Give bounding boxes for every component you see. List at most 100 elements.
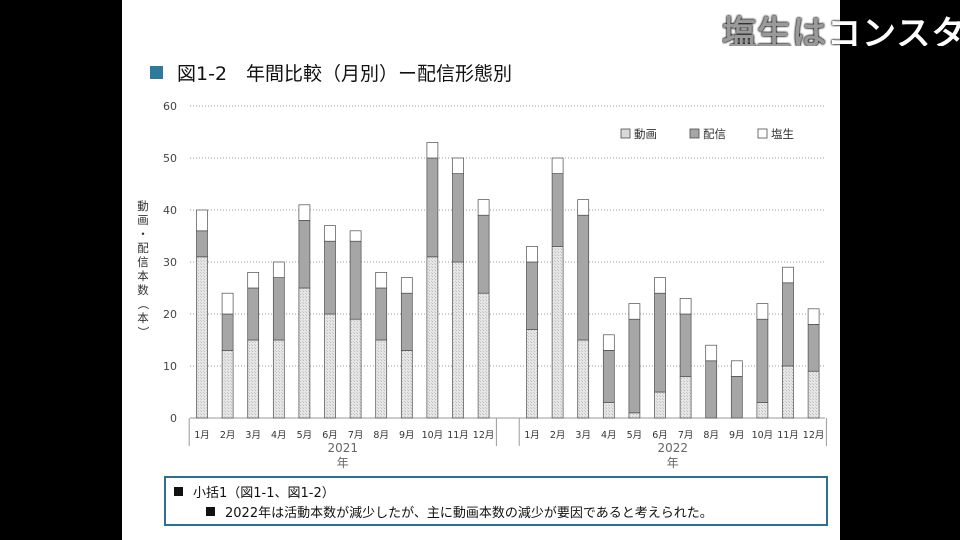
bar-segment-塩生 xyxy=(679,298,692,315)
summary-line-2-text: 2022年は活動本数が減少したが、主に動画本数の減少が要因であると考えられた。 xyxy=(225,506,713,521)
bar-segment-配信 xyxy=(705,360,718,419)
group-label-suffix: 年 xyxy=(667,456,679,470)
x-tick-label: 8月 xyxy=(373,430,389,441)
legend-label: 塩生 xyxy=(771,127,794,141)
x-tick-label: 11月 xyxy=(777,430,799,441)
bar-segment-動画 xyxy=(196,256,208,419)
x-tick-label: 7月 xyxy=(678,430,694,441)
bar-segment-塩生 xyxy=(247,272,260,289)
bar-segment-動画 xyxy=(324,313,336,419)
bar-segment-動画 xyxy=(628,412,641,419)
bar-segment-塩生 xyxy=(756,303,769,320)
bar-segment-塩生 xyxy=(577,199,590,216)
bar-segment-配信 xyxy=(526,261,538,330)
x-tick-label: 5月 xyxy=(627,430,643,441)
bar-segment-塩生 xyxy=(526,246,538,263)
bar-segment-動画 xyxy=(577,339,590,419)
x-tick-label: 9月 xyxy=(729,430,745,441)
summary-line-1: 小括1（図1-1、図1-2） xyxy=(174,482,335,501)
y-tick-label: 20 xyxy=(163,308,177,321)
bar-segment-動画 xyxy=(477,292,490,419)
bar-segment-動画 xyxy=(298,287,311,419)
y-tick-label: 0 xyxy=(170,412,177,425)
bar-segment-塩生 xyxy=(705,344,718,362)
bar-segment-配信 xyxy=(477,214,490,294)
bar-segment-配信 xyxy=(452,173,464,263)
bar-segment-配信 xyxy=(756,318,769,403)
x-tick-label: 12月 xyxy=(473,430,495,441)
bar-segment-配信 xyxy=(221,313,234,351)
bar-segment-動画 xyxy=(400,350,413,419)
y-axis-label-char: 信 xyxy=(137,255,149,269)
bar-segment-動画 xyxy=(272,339,285,419)
y-axis-label-char: 数 xyxy=(137,283,149,297)
bar-segment-動画 xyxy=(679,376,692,419)
bar-segment-配信 xyxy=(577,214,590,341)
overlay-caption-rest: コンスタ xyxy=(827,14,960,46)
bar-segment-動画 xyxy=(452,261,464,419)
x-tick-label: 7月 xyxy=(348,430,364,441)
group-label: 2021 xyxy=(328,441,359,455)
group-label-suffix: 年 xyxy=(337,456,349,470)
bar-segment-配信 xyxy=(298,220,311,289)
bar-segment-塩生 xyxy=(298,204,311,221)
y-axis-label-char: ） xyxy=(136,326,150,338)
y-axis-label-char: 本 xyxy=(137,311,149,325)
x-tick-label: 4月 xyxy=(601,430,617,441)
bar-segment-配信 xyxy=(628,318,641,414)
bar-segment-塩生 xyxy=(628,303,641,320)
bar-segment-塩生 xyxy=(221,292,234,315)
y-tick-label: 40 xyxy=(163,204,177,217)
bar-segment-塩生 xyxy=(782,266,794,284)
bar-segment-動画 xyxy=(247,339,260,419)
legend-label: 配信 xyxy=(703,127,726,141)
x-tick-label: 4月 xyxy=(271,430,287,441)
overlay-caption-dim: 塩生は xyxy=(722,14,827,46)
bar-segment-塩生 xyxy=(196,209,208,232)
bar-segment-配信 xyxy=(375,287,388,341)
bar-segment-塩生 xyxy=(551,157,564,174)
bar-segment-塩生 xyxy=(452,157,464,174)
y-tick-label: 60 xyxy=(163,100,177,113)
x-tick-label: 6月 xyxy=(652,430,668,441)
bar-segment-動画 xyxy=(349,318,362,419)
bar-segment-配信 xyxy=(654,292,666,393)
legend-swatch xyxy=(620,128,631,139)
y-axis-label-char: ・ xyxy=(137,227,149,241)
y-axis-label-char: 動 xyxy=(137,199,149,213)
bar-segment-塩生 xyxy=(654,277,666,294)
summary-line-1-text: 小括1（図1-1、図1-2） xyxy=(193,486,335,501)
x-tick-label: 12月 xyxy=(803,430,825,441)
bar-segment-配信 xyxy=(782,282,794,367)
x-tick-label: 10月 xyxy=(752,430,774,441)
bullet-square-icon xyxy=(206,507,215,516)
y-tick-label: 10 xyxy=(163,360,177,373)
bar-segment-塩生 xyxy=(602,334,615,351)
summary-box: 小括1（図1-1、図1-2） 2022年は活動本数が減少したが、主に動画本数の減… xyxy=(164,476,828,526)
x-tick-label: 11月 xyxy=(447,430,469,441)
bar-segment-動画 xyxy=(654,391,666,419)
x-tick-label: 10月 xyxy=(422,430,444,441)
bar-segment-動画 xyxy=(526,329,538,419)
x-tick-label: 3月 xyxy=(245,430,261,441)
bar-segment-動画 xyxy=(756,402,769,419)
y-axis-label-char: 画 xyxy=(137,213,149,227)
x-tick-label: 2月 xyxy=(550,430,566,441)
x-tick-label: 8月 xyxy=(703,430,719,441)
y-tick-label: 30 xyxy=(163,256,177,269)
bar-segment-塩生 xyxy=(730,360,743,377)
bar-segment-配信 xyxy=(426,157,439,258)
bar-segment-配信 xyxy=(602,350,615,403)
y-axis-label-char: （ xyxy=(136,298,150,310)
bar-segment-配信 xyxy=(247,287,260,341)
overlay-caption: 塩生はコンスタ xyxy=(722,6,960,46)
heading-text: 図1-2 年間比較（月別）ー配信形態別 xyxy=(177,62,513,85)
bar-segment-動画 xyxy=(551,246,564,419)
y-axis-label-char: 配 xyxy=(137,241,149,255)
bar-segment-配信 xyxy=(196,230,208,258)
bar-segment-塩生 xyxy=(375,272,388,289)
bar-segment-動画 xyxy=(375,339,388,419)
x-tick-label: 6月 xyxy=(322,430,338,441)
bar-segment-配信 xyxy=(272,277,285,341)
